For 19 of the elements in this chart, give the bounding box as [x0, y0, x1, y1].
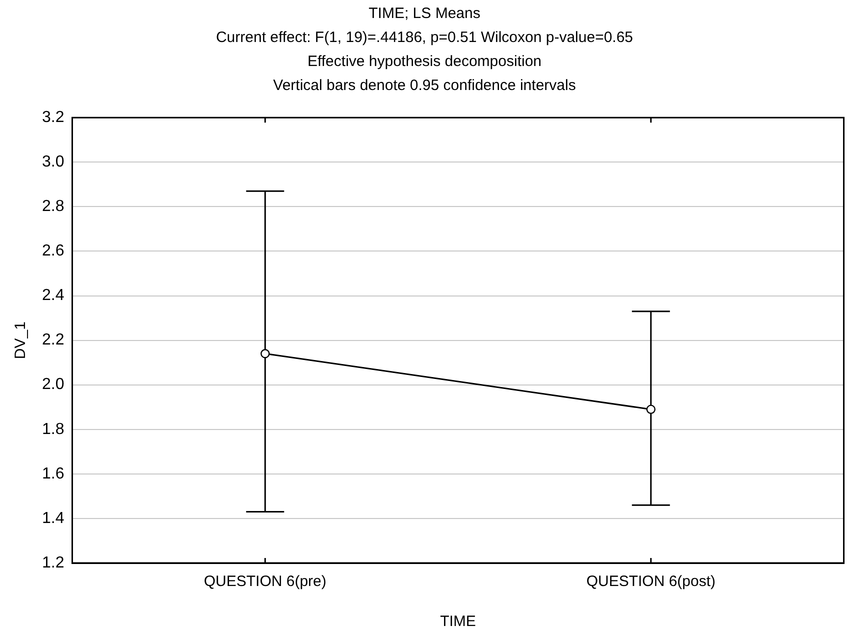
y-tick-label: 3.0: [42, 154, 64, 171]
x-tick-label: QUESTION 6(post): [586, 573, 716, 590]
chart-title: TIME; LS Means: [368, 4, 482, 24]
text: Effective hypothesis decomposition: [306, 52, 543, 72]
y-tick-label: 2.2: [42, 332, 64, 349]
y-tick-label: 2.4: [42, 287, 64, 304]
y-tick-label: 1.2: [42, 554, 64, 572]
text: Vertical bars denote 0.95 confidence intervals: [272, 76, 577, 96]
x-axis-title: TIME: [440, 613, 476, 630]
y-axis-title: DV_1: [12, 322, 30, 360]
y-tick-label: 3.2: [42, 109, 64, 126]
y-tick-label: 1.8: [42, 420, 64, 438]
y-tick-label: 2.8: [42, 198, 64, 216]
y-tick-label: 2.6: [42, 242, 64, 260]
y-tick-label: 2.0: [42, 376, 64, 394]
chart-subtitle: Current effect: F(1, 19)=.44186, p=0.51 Wilcoxon p-value=0.65: [214, 28, 634, 48]
y-tick-label: 1.6: [42, 465, 64, 482]
y-tick-label: 1.4: [42, 510, 64, 527]
x-tick-label: QUESTION 6(pre): [204, 573, 326, 590]
